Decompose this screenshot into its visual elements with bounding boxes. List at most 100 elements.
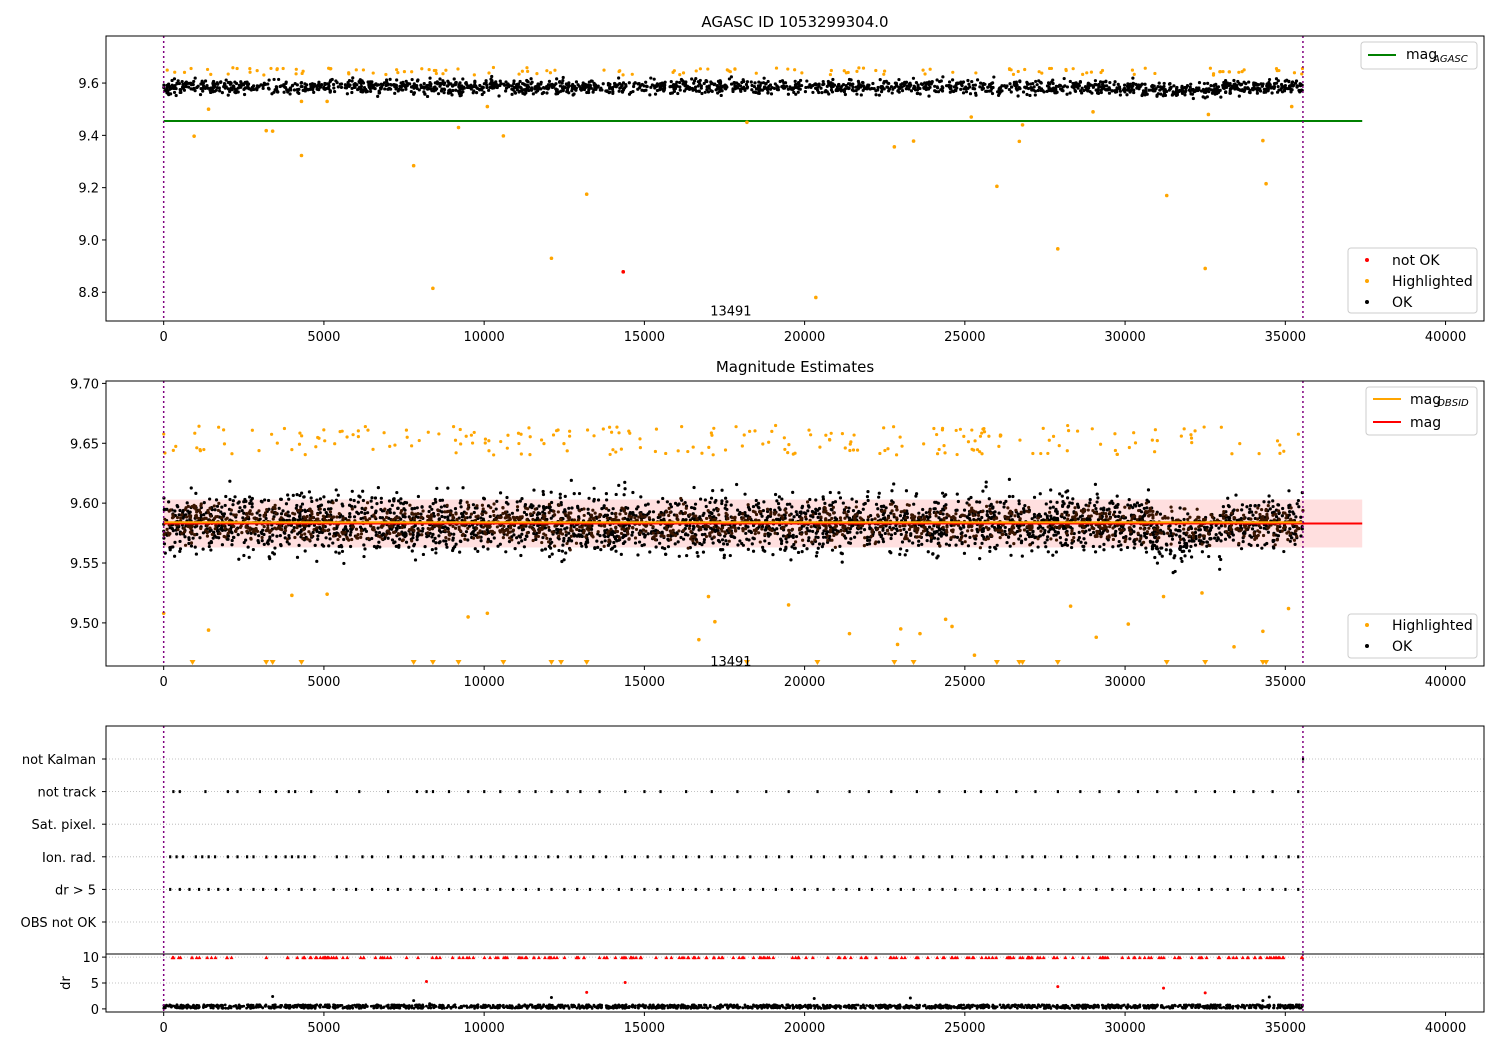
highlighted-point xyxy=(911,139,916,143)
ok-point xyxy=(515,536,519,540)
ok-point xyxy=(187,537,191,542)
ok-point xyxy=(410,77,414,82)
ok-point xyxy=(311,530,315,534)
ok-point xyxy=(763,539,767,543)
ok-point xyxy=(756,91,760,95)
ok-point xyxy=(1168,82,1172,86)
ok-point xyxy=(1142,514,1146,518)
ok-point xyxy=(683,84,687,88)
ok-point xyxy=(300,502,305,506)
ok-point xyxy=(1032,85,1036,89)
ok-point xyxy=(610,533,615,537)
ok-point xyxy=(697,89,701,93)
ok-point xyxy=(444,542,448,546)
ok-point xyxy=(603,529,607,533)
ok-point xyxy=(988,549,992,553)
ok-point xyxy=(469,87,473,91)
ok-point xyxy=(896,89,900,93)
highlighted-point xyxy=(921,68,925,72)
ok-point xyxy=(1170,537,1175,541)
highlighted-point xyxy=(299,99,304,104)
ok-point xyxy=(266,498,271,503)
ok-point xyxy=(438,77,442,81)
ok-point xyxy=(702,538,707,542)
ok-point xyxy=(1219,557,1223,562)
ok-point xyxy=(1216,536,1220,540)
ok-point xyxy=(1201,95,1205,99)
ok-point xyxy=(1021,90,1026,94)
ok-point xyxy=(716,79,721,83)
ok-point xyxy=(577,528,582,533)
ok-point xyxy=(172,77,177,81)
ok-point xyxy=(331,82,336,87)
ok-point xyxy=(1125,545,1130,550)
ok-point xyxy=(395,490,399,495)
ok-point xyxy=(226,80,230,85)
ok-point xyxy=(1179,556,1183,561)
ok-point xyxy=(340,549,345,554)
ok-point xyxy=(990,524,994,528)
ok-point xyxy=(355,83,359,87)
ok-point xyxy=(698,515,702,519)
ok-point xyxy=(186,509,190,513)
ok-point xyxy=(1080,514,1084,518)
ok-point xyxy=(848,541,853,545)
ok-point xyxy=(289,88,293,92)
ok-point xyxy=(783,81,788,85)
ok-point xyxy=(189,486,193,490)
highlighted-point xyxy=(192,134,196,138)
ok-point xyxy=(1251,88,1255,92)
ok-point xyxy=(1297,505,1301,509)
ok-point xyxy=(1101,508,1106,512)
ok-point xyxy=(1014,86,1018,91)
highlighted-point xyxy=(553,68,557,72)
ok-point xyxy=(557,80,562,84)
ok-point xyxy=(895,527,899,531)
ok-point xyxy=(361,498,366,503)
ok-point xyxy=(297,515,302,519)
ok-point xyxy=(847,506,851,510)
ok-point xyxy=(264,516,268,521)
ok-point xyxy=(1096,496,1100,500)
ok-point xyxy=(692,79,697,83)
ok-point xyxy=(515,508,520,512)
ok-point xyxy=(840,560,844,564)
ok-point xyxy=(775,527,779,531)
ok-point xyxy=(1071,81,1075,86)
ok-point xyxy=(1168,524,1172,528)
ok-point xyxy=(766,91,770,95)
ok-point xyxy=(298,493,302,498)
ok-point xyxy=(1183,85,1187,90)
ok-point xyxy=(1204,90,1208,94)
ok-point xyxy=(376,486,380,490)
ok-point xyxy=(272,77,276,82)
ok-point xyxy=(960,540,964,545)
ok-point xyxy=(459,505,463,509)
ok-point xyxy=(328,89,332,93)
ok-point xyxy=(233,495,237,499)
ok-point xyxy=(381,532,386,536)
ok-point xyxy=(273,546,277,550)
ok-point xyxy=(295,493,299,497)
highlighted-point xyxy=(485,104,490,109)
ok-point xyxy=(1043,512,1047,516)
ok-point xyxy=(1159,546,1163,550)
ok-point xyxy=(823,90,827,94)
ok-point xyxy=(257,84,261,88)
legend-marker xyxy=(1365,300,1369,304)
ok-point xyxy=(343,86,347,90)
ok-point xyxy=(498,542,502,546)
ok-point xyxy=(362,554,366,559)
ok-point xyxy=(331,541,335,545)
ok-point xyxy=(1056,530,1060,534)
ok-point xyxy=(746,547,750,551)
ok-point xyxy=(953,88,957,92)
ok-point xyxy=(512,533,516,537)
ok-point xyxy=(1224,90,1228,94)
ok-point xyxy=(207,544,211,549)
ok-point xyxy=(1099,507,1103,511)
ok-point xyxy=(1272,538,1276,543)
ok-point xyxy=(409,85,414,89)
ok-point xyxy=(1232,508,1236,512)
ok-point xyxy=(916,86,920,90)
